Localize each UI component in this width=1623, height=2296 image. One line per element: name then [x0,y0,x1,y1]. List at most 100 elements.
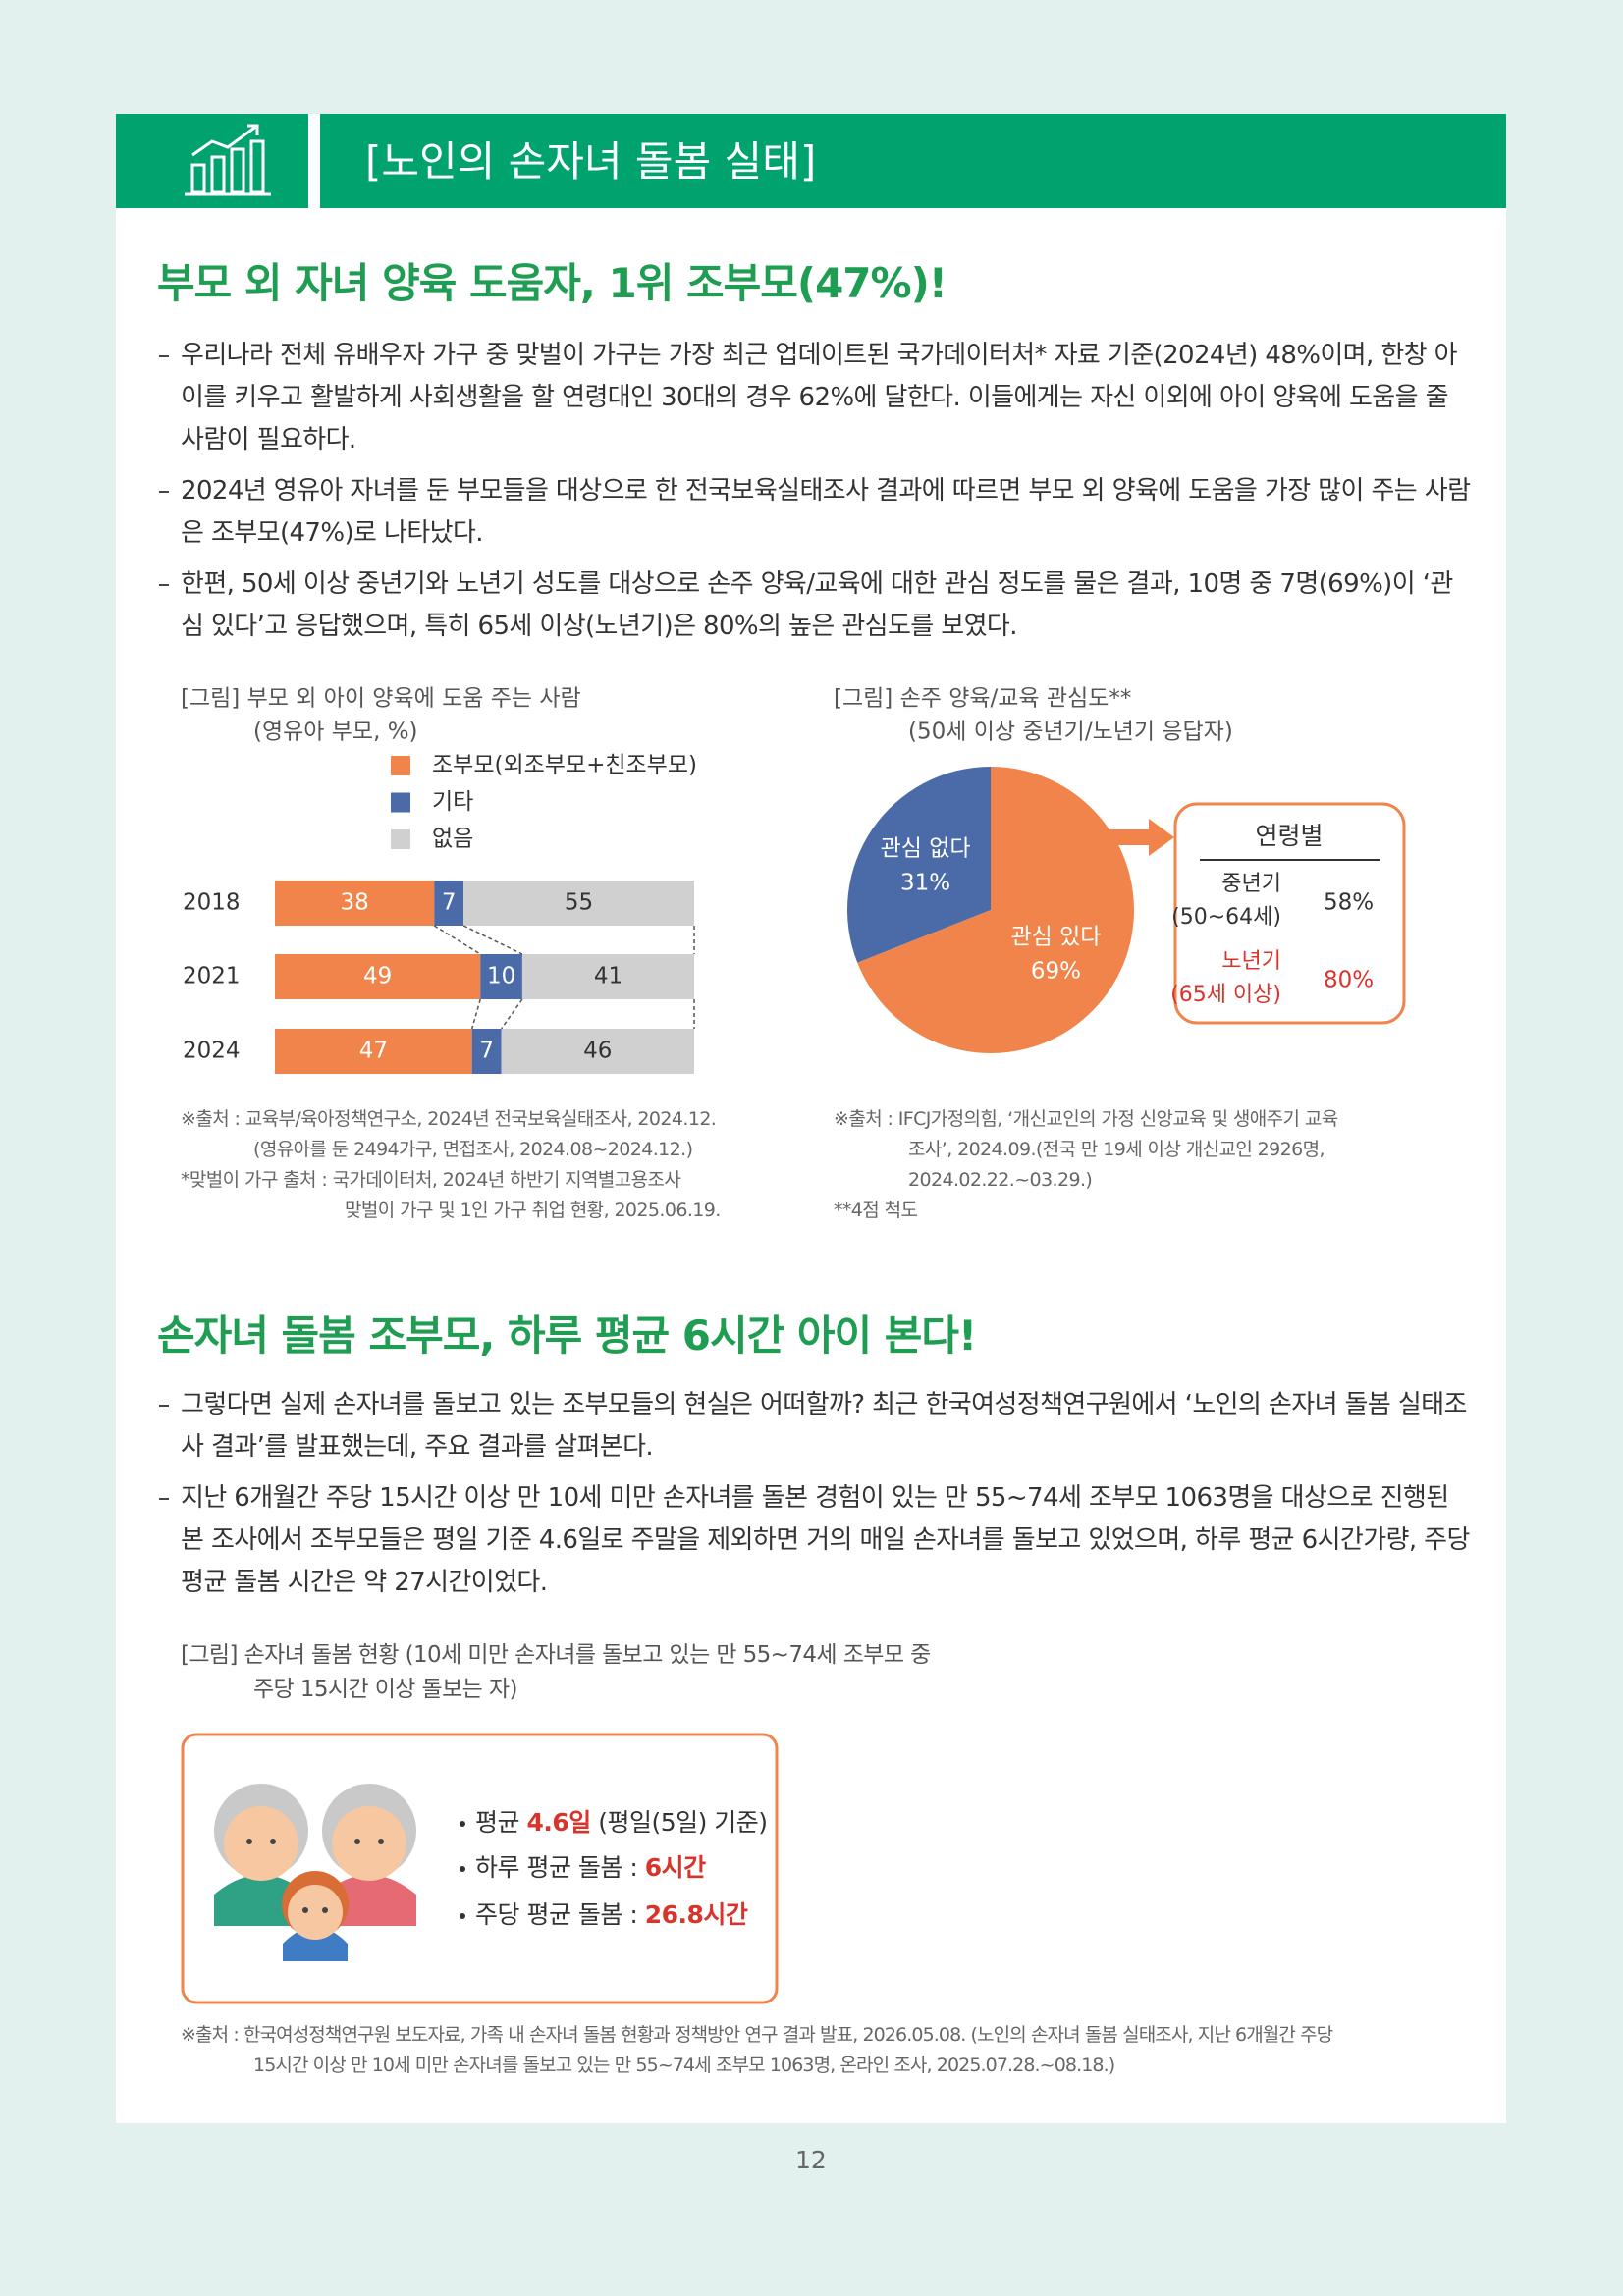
dash [159,491,169,493]
figure-item: 하루 평균 돌봄 : 6시간 [460,1848,706,1884]
item-highlight: 26.8시간 [644,1900,748,1929]
chart-title: [그림] 손주 양육/교육 관심도** [834,686,1131,712]
bar-segment [471,1029,502,1074]
title-box [320,114,1506,208]
source-line: ※출처 : 한국여성정책연구원 보도자료, 가족 내 손자녀 돌봄 현황과 정책… [181,2024,1333,2046]
bullet-list: 우리나라 전체 유배우자 가구 중 맞벌이 가구는 가장 최근 업데이트된 국가… [159,335,1473,657]
legend-swatch [391,792,410,813]
section-heading: 부모 외 자녀 양육 도움자, 1위 조부모(47%)! [157,259,947,307]
bullet-text: 우리나라 전체 유배우자 가구 중 맞벌이 가구는 가장 최근 업데이트된 국가… [181,341,1458,454]
figure-caption: 주당 15시간 이상 돌보는 자) [253,1677,517,1702]
data-label: 55 [565,890,593,916]
legend-label: 기타 [432,789,473,815]
source-line: *맞벌이 가구 출처 : 국가데이터처, 2024년 하반기 지역별고용조사 [181,1169,681,1191]
item-text: 주당 평균 돌봄 : [475,1900,645,1929]
callout-value: 58% [1324,890,1374,916]
dash [159,1405,169,1407]
item-rest: (평일(5일) 기준) [590,1808,768,1837]
bullet-text: 지난 6개월간 주당 15시간 이상 만 10세 미만 손자녀를 돌본 경험이 … [181,1483,1470,1597]
figure-caption: [그림] 손자녀 돌봄 현황 (10세 미만 손자녀를 돌보고 있는 만 55~… [181,1642,931,1668]
legend-label: 조부모(외조부모+친조부모) [432,753,697,778]
connector [500,998,523,1030]
source-line: **4점 척도 [834,1200,918,1221]
bullet-dot [460,1913,465,1919]
bullet-text: 한편, 50세 이상 중년기와 노년기 성도를 대상으로 손주 양육/교육에 대… [181,569,1453,641]
source-line: (영유아를 둔 2494가구, 면접조사, 2024.08~2024.12.) [253,1139,693,1160]
bullet-dot [460,1866,465,1872]
callout-title: 연령별 [1255,822,1323,850]
item-highlight: 4.6일 [526,1808,591,1837]
figure-item: 평균 4.6일 (평일(5일) 기준) [460,1803,768,1839]
bar-segment [521,954,694,999]
callout-arrow [1099,819,1174,856]
pie-slice [857,767,1134,1053]
item-highlight: 6시간 [644,1853,706,1882]
data-label: 69% [1031,959,1081,985]
grandparents-illustration [214,1784,416,1961]
bar-segment [501,1029,694,1074]
dash [159,1498,169,1500]
source-line: 맞벌이 가구 및 1인 가구 취업 현황, 2025.06.19. [345,1200,721,1221]
data-label: 49 [363,964,392,989]
bar-segment [275,954,481,999]
item-text: 하루 평균 돌봄 : [475,1853,645,1882]
data-label: 41 [594,964,622,989]
bullet: 지난 6개월간 주당 15시간 이상 만 10세 미만 손자녀를 돌본 경험이 … [159,1477,1473,1604]
bullet: 2024년 영유아 자녀를 둔 부모들을 대상으로 한 전국보육실태조사 결과에… [159,470,1473,555]
data-label: 7 [479,1039,494,1064]
source-line: 15시간 이상 만 10세 미만 손자녀를 돌보고 있는 만 55~74세 조부… [253,2055,1115,2076]
figure-item: 주당 평균 돌봄 : 26.8시간 [460,1896,748,1931]
data-label: 10 [487,964,515,989]
y-tick-label: 2018 [183,890,241,916]
source-line: ※출처 : 교육부/육아정책연구소, 2024년 전국보육실태조사, 2024.… [181,1108,717,1130]
chart-subtitle: (50세 이상 중년기/노년기 응답자) [908,720,1233,745]
source-line: 조사’, 2024.09.(전국 만 19세 이상 개신교인 2926명, [908,1139,1325,1160]
page-number: 12 [795,2146,827,2174]
legend-label: 없음 [432,827,473,852]
item-text: 평균 [475,1808,527,1837]
bar-segment [463,881,694,926]
bullet-text: 그렇다면 실제 손자녀를 돌보고 있는 조부모들의 현실은 어떠할까? 최근 한… [181,1390,1467,1462]
dash [159,355,169,357]
source-line: 2024.02.22.~03.29.) [908,1169,1093,1191]
bar-segment [434,881,464,926]
callout-box [1173,802,1406,1025]
data-label: 47 [359,1039,388,1064]
bullet-dot [460,1821,465,1827]
slice-label: 관심 없다 [881,835,971,861]
bar-segment [480,954,522,999]
source-line: ※출처 : IFCJ가정의힘, ‘개신교인의 가정 신앙교육 및 생애주기 교육 [834,1108,1338,1130]
data-label: 46 [583,1039,612,1064]
header-icon [185,124,271,196]
callout-label: (50~64세) [1171,905,1281,930]
callout-value: 80% [1324,968,1374,993]
bar-segment [275,881,435,926]
bullet-text: 2024년 영유아 자녀를 둔 부모들을 대상으로 한 전국보육실태조사 결과에… [181,476,1471,548]
legend-swatch [391,756,410,775]
data-label: 31% [900,870,950,895]
bullet: 그렇다면 실제 손자녀를 돌보고 있는 조부모들의 현실은 어떠할까? 최근 한… [159,1384,1473,1468]
legend-swatch [391,829,410,849]
data-label: 38 [340,890,368,916]
dash [159,584,169,586]
connector [433,925,481,955]
bullet: 우리나라 전체 유배우자 가구 중 맞벌이 가구는 가장 최근 업데이트된 국가… [159,335,1473,461]
y-tick-label: 2021 [183,964,241,989]
bullet-list: 그렇다면 실제 손자녀를 돌보고 있는 조부모들의 현실은 어떠할까? 최근 한… [159,1384,1473,1613]
slice-label: 관심 있다 [1010,925,1101,950]
chart-title: [그림] 부모 외 아이 양육에 도움 주는 사람 [181,686,581,712]
callout-label: 노년기 [1221,949,1281,974]
y-tick-label: 2024 [183,1039,241,1064]
callout-label: (65세 이상) [1170,983,1281,1007]
bullet: 한편, 50세 이상 중년기와 노년기 성도를 대상으로 손주 양육/교육에 대… [159,563,1473,648]
callout-label: 중년기 [1221,872,1281,896]
header-title: [노인의 손자녀 돌봄 실태] [365,137,817,186]
data-label: 7 [442,890,457,916]
bar-segment [275,1029,472,1074]
chart-subtitle: (영유아 부모, %) [253,720,418,745]
pie-slice [846,767,991,963]
section-heading: 손자녀 돌봄 조부모, 하루 평균 6시간 아이 본다! [157,1311,977,1360]
connector [470,998,481,1030]
